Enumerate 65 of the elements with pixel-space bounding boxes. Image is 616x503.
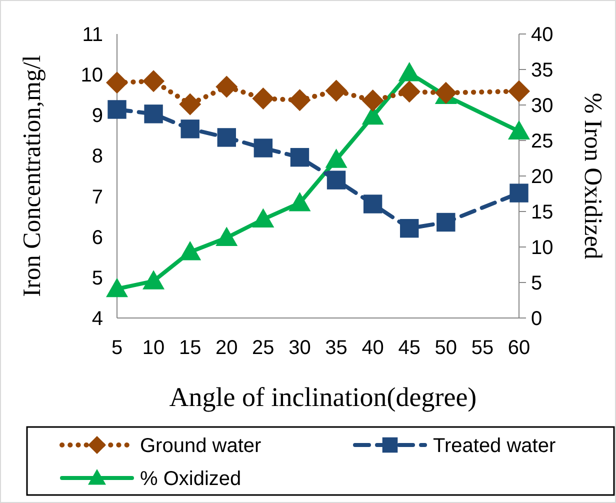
point (106, 72, 128, 94)
x-tick-label: 5 (111, 337, 123, 359)
point (179, 240, 202, 260)
y2-tick-label: 10 (531, 237, 554, 259)
point (179, 93, 202, 116)
point (508, 120, 530, 140)
point (142, 70, 165, 92)
y-tick-label: 8 (92, 146, 103, 168)
point (252, 88, 274, 110)
y2-tick-label: 0 (531, 308, 542, 330)
x-tick-label: 50 (434, 337, 458, 359)
x-tick-label: 15 (178, 337, 202, 359)
y2-tick-label: 20 (531, 166, 554, 188)
x-tick-label: 60 (508, 337, 530, 359)
x-tick-label: 30 (288, 337, 311, 359)
y-axis-title: Iron Concentration,mg/l (19, 55, 46, 297)
point (108, 100, 126, 119)
y2-tick-label: 5 (531, 272, 542, 294)
point (254, 138, 273, 158)
legend-label: Ground water (140, 435, 262, 457)
x-tick-label: 10 (142, 337, 165, 359)
point (325, 80, 348, 102)
y-tick-label: 6 (92, 226, 103, 249)
x-tick-label: 20 (216, 337, 238, 359)
point (398, 62, 420, 82)
y2-axis-title: % Iron Oxidized (579, 92, 606, 260)
point (510, 184, 528, 202)
x-tick-label: 35 (325, 337, 348, 359)
point (142, 270, 165, 290)
point (398, 80, 420, 103)
y2-tick-label: 15 (531, 202, 554, 224)
point (508, 80, 530, 102)
legend-label: % Oxidized (140, 468, 242, 490)
point (106, 278, 128, 298)
x-tick-label: 40 (362, 337, 384, 359)
y2-tick-label: 40 (531, 24, 554, 46)
point (325, 148, 348, 168)
point (400, 218, 419, 238)
point (326, 170, 346, 190)
x-tick-label: 25 (252, 337, 274, 359)
y-tick-label: 7 (92, 186, 103, 208)
point (288, 89, 311, 112)
point (288, 192, 311, 212)
x-axis-title: Angle of inclination(degree) (169, 382, 477, 412)
x-tick-label: 55 (471, 337, 494, 359)
y-tick-label: 11 (82, 24, 103, 46)
y2-tick-label: 30 (531, 95, 554, 117)
point (290, 148, 310, 167)
x-tick-label: 45 (398, 337, 420, 359)
point (144, 104, 163, 124)
point (180, 120, 200, 138)
point (216, 76, 238, 98)
point (362, 90, 384, 112)
point (217, 128, 236, 147)
point (363, 194, 382, 214)
point (436, 212, 456, 232)
point (216, 226, 238, 246)
y-tick-label: 4 (92, 308, 103, 330)
legend-label: Treated water (433, 435, 556, 457)
point (252, 208, 274, 228)
y-tick-label: 5 (92, 267, 103, 290)
y2-tick-label: 35 (531, 60, 554, 82)
y-tick-label: 9 (92, 105, 103, 128)
y-tick-label: 10 (80, 64, 103, 87)
y2-tick-label: 25 (531, 130, 554, 152)
